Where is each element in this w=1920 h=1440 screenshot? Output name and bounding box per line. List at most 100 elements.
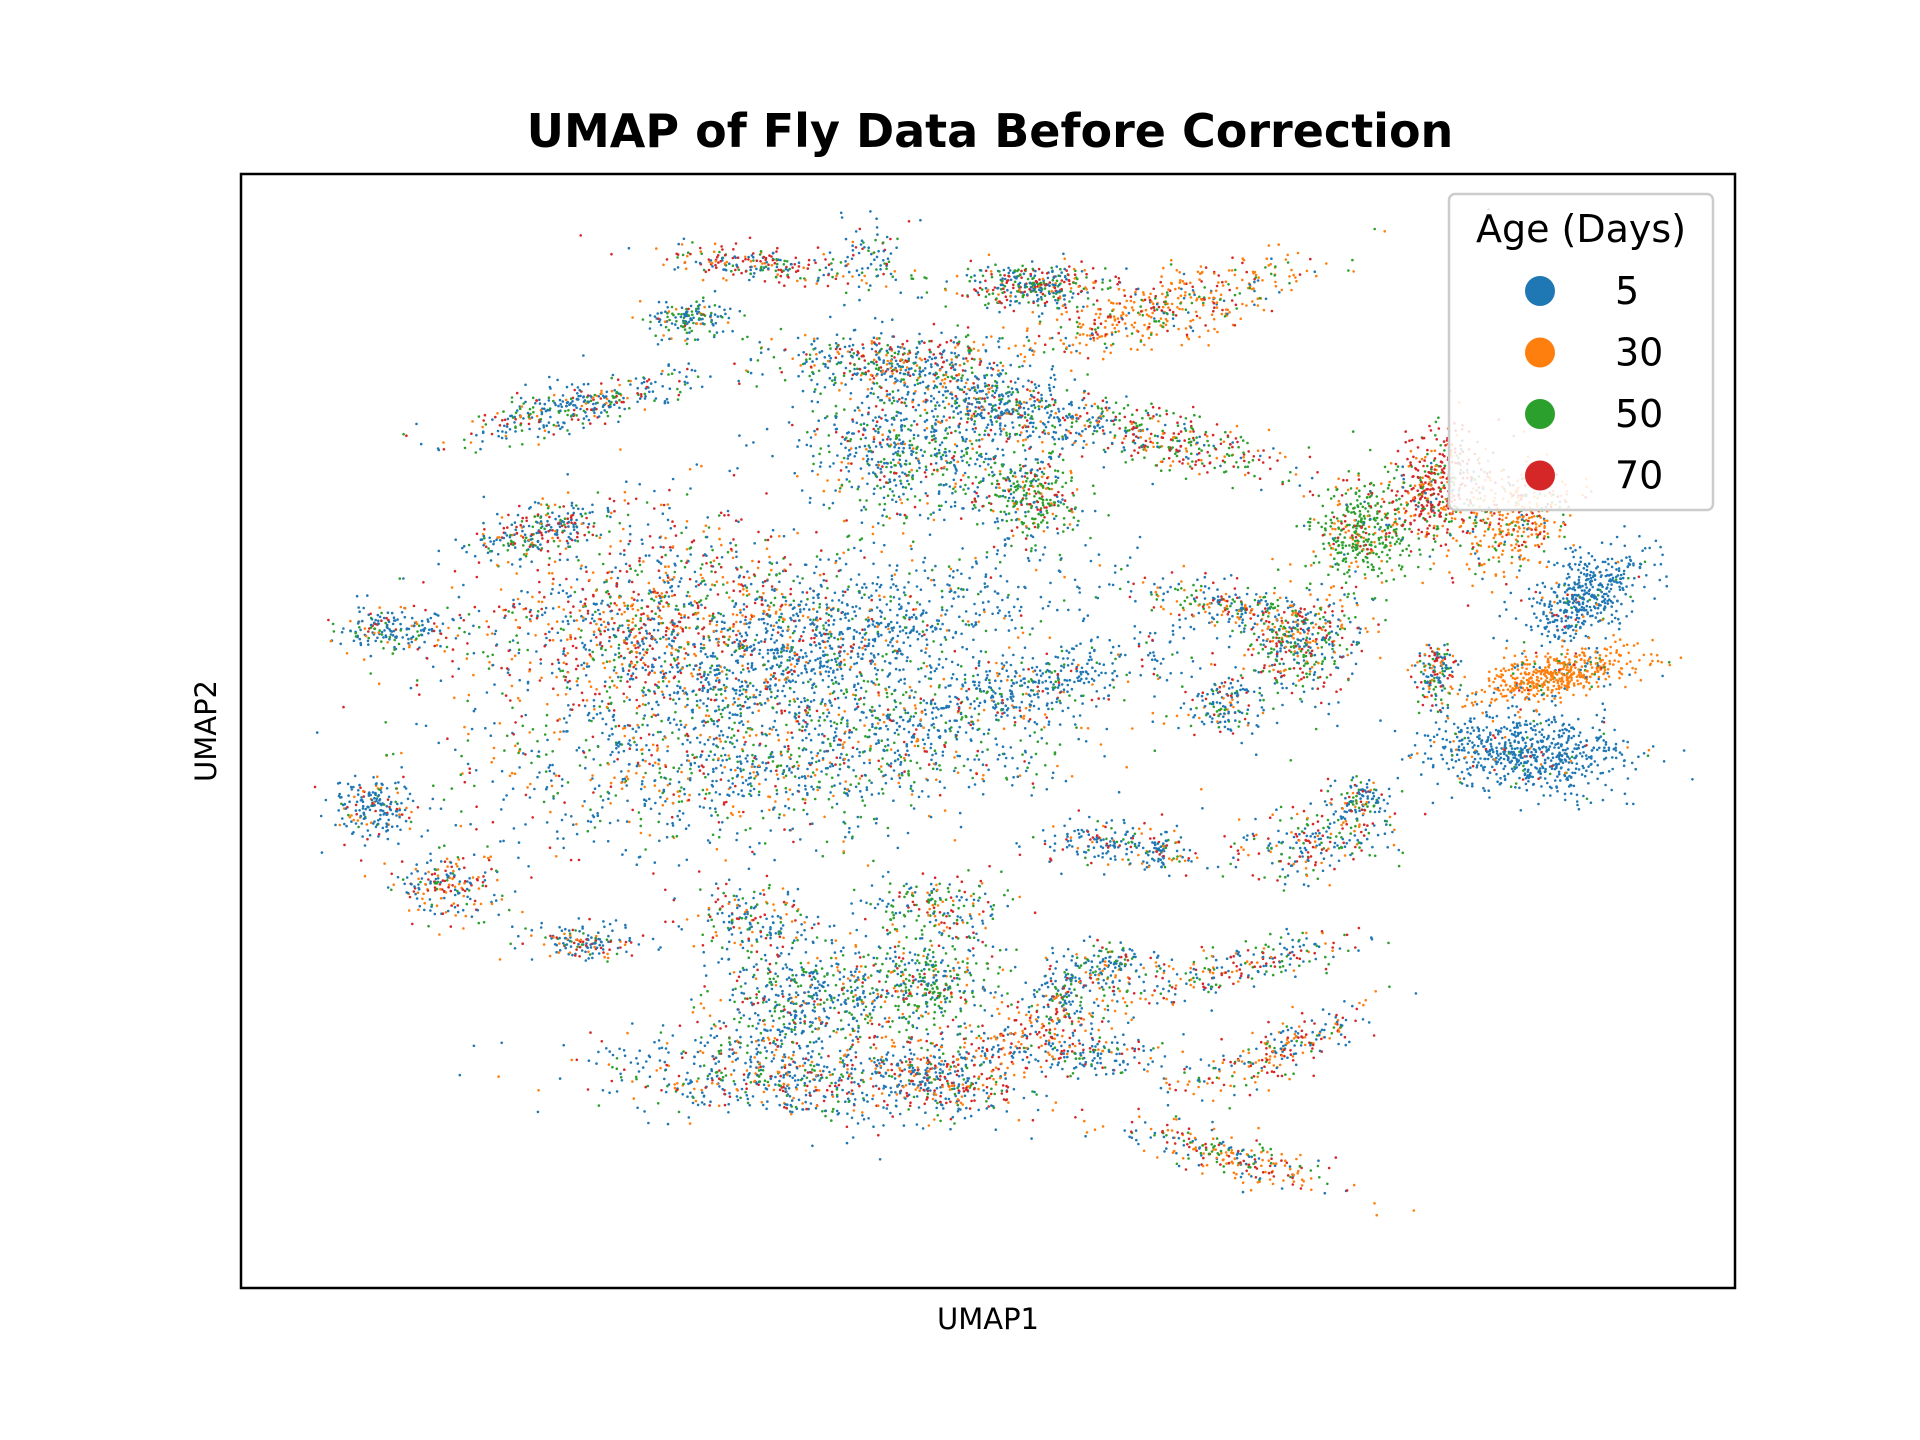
data-point: [1550, 587, 1553, 590]
data-point: [1428, 515, 1432, 519]
data-point: [593, 411, 596, 415]
data-point: [647, 673, 650, 676]
data-point: [799, 608, 802, 611]
data-point: [657, 1039, 661, 1042]
data-point: [925, 291, 929, 294]
data-point: [1093, 1128, 1097, 1131]
data-point: [901, 629, 905, 632]
data-point: [1064, 306, 1068, 310]
data-point: [1355, 1007, 1359, 1011]
data-point: [407, 642, 410, 645]
data-point: [1658, 578, 1662, 582]
data-point: [1406, 668, 1410, 672]
data-point: [1522, 526, 1526, 530]
data-point: [1260, 1164, 1263, 1168]
data-point: [958, 966, 961, 970]
data-point: [987, 253, 991, 257]
data-point: [534, 401, 537, 405]
data-point: [920, 666, 923, 670]
data-point: [808, 708, 811, 711]
data-point: [1270, 1157, 1273, 1160]
data-point: [1313, 663, 1316, 666]
data-point: [749, 582, 753, 586]
data-point: [1118, 412, 1121, 415]
data-point: [734, 692, 738, 695]
data-point: [662, 546, 665, 549]
data-point: [892, 626, 896, 629]
data-point: [683, 380, 687, 384]
data-point: [1176, 651, 1179, 654]
data-point: [1340, 817, 1343, 820]
data-point: [1310, 1050, 1313, 1053]
data-point: [778, 1033, 782, 1037]
data-point: [867, 472, 871, 475]
data-point: [652, 617, 656, 621]
data-point: [1102, 466, 1106, 469]
data-point: [1352, 270, 1355, 273]
data-point: [691, 1011, 695, 1014]
data-point: [1072, 516, 1076, 519]
data-point: [1071, 1034, 1075, 1037]
data-point: [1124, 1068, 1127, 1072]
data-point: [1068, 987, 1071, 991]
data-point: [702, 806, 705, 809]
data-point: [1466, 726, 1469, 730]
data-point: [1112, 1072, 1115, 1075]
data-point: [1202, 985, 1205, 989]
data-point: [987, 302, 990, 305]
data-point: [891, 1020, 894, 1023]
data-point: [408, 827, 412, 830]
data-point: [1330, 630, 1334, 633]
data-point: [981, 1024, 984, 1027]
data-point: [1370, 937, 1374, 941]
data-point: [768, 555, 771, 559]
data-point: [832, 618, 836, 622]
data-point: [1302, 883, 1306, 886]
data-point: [928, 533, 932, 536]
data-point: [1161, 577, 1165, 580]
data-point: [428, 807, 432, 810]
data-point: [617, 655, 621, 659]
data-point: [358, 610, 361, 613]
data-point: [1582, 651, 1586, 655]
data-point: [628, 579, 631, 582]
data-point: [738, 632, 742, 635]
data-point: [361, 835, 364, 838]
data-point: [1589, 660, 1592, 664]
data-point: [592, 525, 595, 528]
data-point: [734, 713, 737, 716]
data-point: [954, 363, 958, 366]
data-point: [1089, 838, 1092, 841]
data-point: [1569, 792, 1573, 795]
data-point: [803, 697, 806, 700]
data-point: [1125, 267, 1128, 270]
data-point: [949, 700, 952, 704]
data-point: [862, 1080, 865, 1084]
data-point: [759, 260, 762, 263]
data-point: [906, 352, 910, 356]
data-point: [689, 487, 692, 490]
data-point: [709, 750, 712, 753]
data-point: [1051, 269, 1054, 273]
data-point: [721, 911, 724, 915]
data-point: [1567, 768, 1570, 771]
data-point: [1367, 533, 1371, 536]
data-point: [991, 612, 994, 616]
data-point: [1219, 730, 1222, 734]
data-point: [797, 674, 800, 677]
data-point: [577, 942, 580, 946]
data-point: [1488, 704, 1492, 707]
data-point: [1110, 441, 1114, 445]
data-point: [1319, 851, 1323, 855]
data-point: [1322, 625, 1325, 629]
data-point: [1445, 652, 1449, 656]
data-point: [1158, 406, 1161, 410]
data-point: [885, 465, 888, 469]
data-point: [640, 782, 644, 786]
data-point: [1174, 287, 1177, 291]
data-point: [591, 952, 594, 955]
data-point: [793, 629, 796, 633]
data-point: [1209, 987, 1213, 991]
data-point: [706, 1077, 709, 1081]
data-point: [1254, 946, 1258, 950]
